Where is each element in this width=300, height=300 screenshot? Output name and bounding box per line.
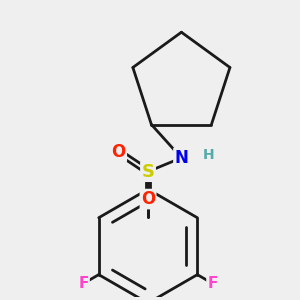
Text: N: N [175, 149, 188, 167]
Text: H: H [203, 148, 215, 162]
Text: F: F [207, 276, 218, 291]
Text: O: O [112, 143, 126, 161]
Text: S: S [142, 163, 154, 181]
Text: O: O [141, 190, 155, 208]
Text: F: F [78, 276, 88, 291]
